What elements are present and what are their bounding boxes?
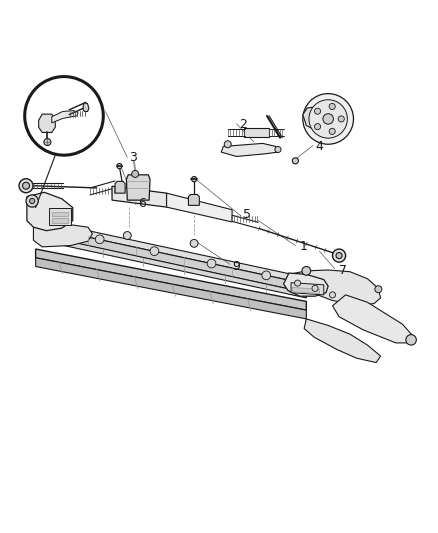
Polygon shape (304, 319, 381, 362)
Circle shape (207, 259, 216, 268)
Polygon shape (303, 107, 328, 131)
Text: 2: 2 (239, 118, 247, 131)
Circle shape (338, 116, 344, 122)
Circle shape (309, 100, 347, 138)
Text: 6: 6 (138, 197, 146, 209)
Polygon shape (188, 195, 199, 205)
Circle shape (332, 249, 346, 262)
Circle shape (329, 128, 335, 134)
Text: 9: 9 (232, 260, 240, 273)
Polygon shape (27, 192, 73, 231)
Circle shape (191, 176, 197, 182)
Polygon shape (127, 175, 150, 200)
Circle shape (95, 235, 104, 244)
Circle shape (132, 171, 139, 177)
Circle shape (44, 139, 51, 146)
Circle shape (262, 271, 271, 280)
Polygon shape (62, 231, 306, 293)
Circle shape (329, 292, 336, 298)
Circle shape (314, 124, 321, 130)
Circle shape (292, 158, 298, 164)
Polygon shape (112, 186, 166, 207)
Circle shape (124, 231, 131, 239)
Circle shape (190, 239, 198, 247)
Circle shape (150, 247, 159, 255)
Circle shape (224, 141, 231, 148)
Text: 5: 5 (243, 208, 251, 221)
Circle shape (26, 195, 38, 207)
Circle shape (336, 253, 342, 259)
Polygon shape (64, 240, 306, 298)
Polygon shape (35, 249, 306, 310)
Circle shape (406, 335, 417, 345)
Polygon shape (62, 225, 306, 284)
Circle shape (323, 114, 333, 124)
Circle shape (19, 179, 33, 193)
Polygon shape (33, 223, 92, 247)
Circle shape (117, 164, 122, 169)
Circle shape (375, 286, 382, 293)
Text: 4: 4 (315, 140, 323, 153)
Polygon shape (35, 258, 306, 319)
Polygon shape (52, 212, 68, 216)
Circle shape (312, 285, 318, 292)
Polygon shape (221, 143, 278, 157)
Circle shape (303, 94, 353, 144)
Polygon shape (332, 295, 413, 343)
Polygon shape (292, 287, 319, 294)
Polygon shape (289, 270, 381, 305)
Circle shape (22, 182, 29, 189)
Polygon shape (166, 193, 232, 222)
Polygon shape (83, 103, 89, 111)
Circle shape (329, 103, 335, 109)
Circle shape (29, 198, 35, 204)
Text: 1: 1 (300, 240, 307, 253)
Polygon shape (115, 181, 125, 193)
Circle shape (302, 266, 311, 275)
Polygon shape (284, 273, 328, 296)
Polygon shape (52, 111, 78, 123)
Polygon shape (52, 219, 68, 223)
Polygon shape (39, 114, 55, 133)
Text: 7: 7 (339, 264, 347, 277)
Polygon shape (244, 128, 269, 138)
Polygon shape (49, 207, 71, 225)
Polygon shape (291, 282, 324, 295)
Text: 3: 3 (130, 151, 138, 164)
Circle shape (294, 280, 300, 286)
Circle shape (275, 147, 281, 152)
Circle shape (314, 108, 321, 114)
Circle shape (25, 77, 103, 155)
